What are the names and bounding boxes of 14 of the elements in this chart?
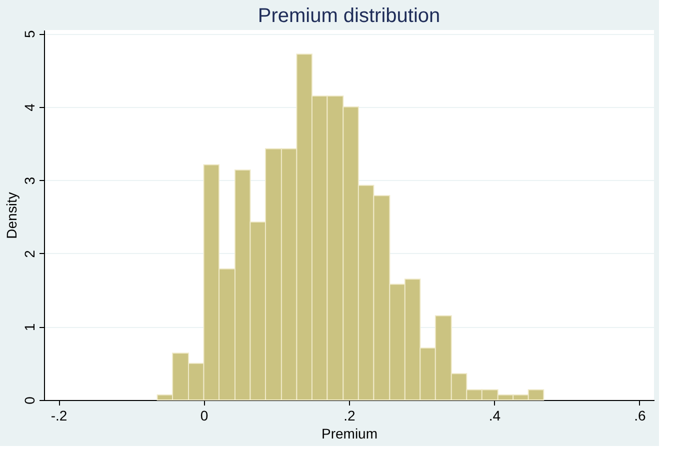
y-tick-label: 0 [22,396,38,404]
x-tick-label: .2 [344,408,356,424]
y-tick-label: 3 [22,176,38,185]
y-axis-title: Density [4,192,20,239]
x-tick-label: -.2 [50,408,68,424]
y-tick-label: 2 [22,250,38,258]
x-tick-label: 0 [200,408,208,424]
y-tick-label: 1 [22,323,38,332]
x-tick-label: .6 [634,408,646,424]
y-tick-label: 4 [22,103,38,112]
x-tick-label: .4 [488,408,501,424]
chart-title: Premium distribution [258,4,440,27]
y-tick-label: 5 [22,30,38,38]
x-axis-title: Premium [321,426,378,442]
